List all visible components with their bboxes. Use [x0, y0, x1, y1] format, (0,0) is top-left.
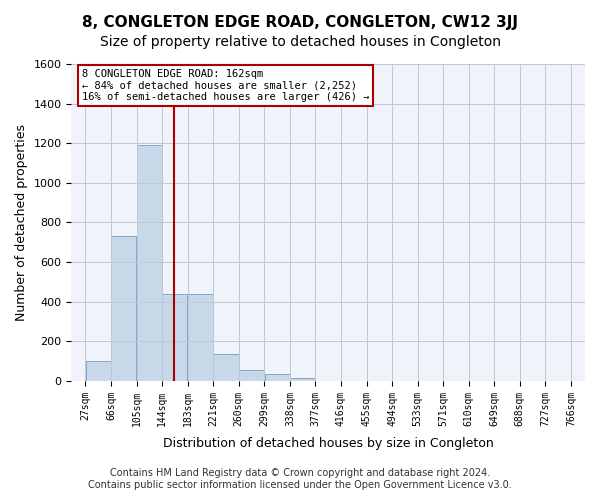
Bar [290, 378, 315, 381]
Bar [214, 354, 239, 381]
Bar [163, 294, 187, 381]
X-axis label: Distribution of detached houses by size in Congleton: Distribution of detached houses by size … [163, 437, 494, 450]
Text: Size of property relative to detached houses in Congleton: Size of property relative to detached ho… [100, 35, 500, 49]
Text: 8, CONGLETON EDGE ROAD, CONGLETON, CW12 3JJ: 8, CONGLETON EDGE ROAD, CONGLETON, CW12 … [82, 15, 518, 30]
Bar [239, 370, 264, 381]
Y-axis label: Number of detached properties: Number of detached properties [15, 124, 28, 321]
Bar [86, 361, 111, 381]
Text: 8 CONGLETON EDGE ROAD: 162sqm
← 84% of detached houses are smaller (2,252)
16% o: 8 CONGLETON EDGE ROAD: 162sqm ← 84% of d… [82, 69, 369, 102]
Bar [188, 294, 213, 381]
Bar [111, 236, 136, 381]
Bar [137, 145, 162, 381]
Text: Contains HM Land Registry data © Crown copyright and database right 2024.
Contai: Contains HM Land Registry data © Crown c… [88, 468, 512, 490]
Bar [265, 374, 290, 381]
